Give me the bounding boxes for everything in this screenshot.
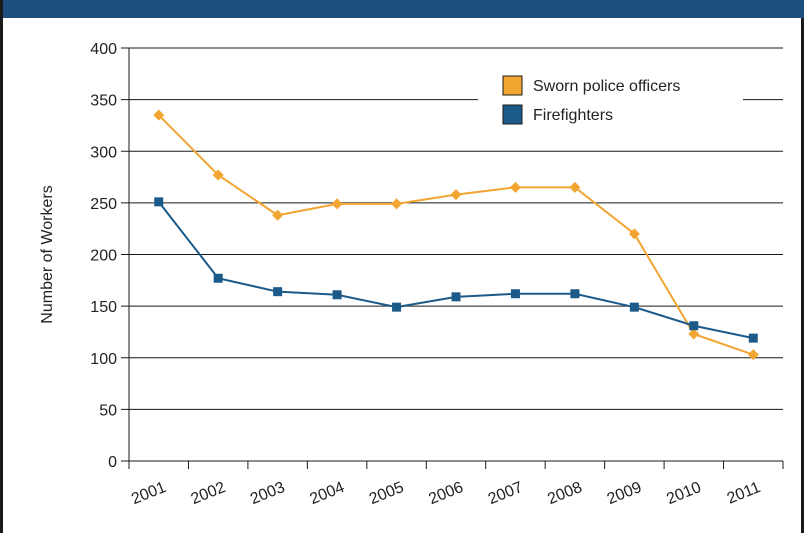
data-point xyxy=(332,290,342,300)
y-tick-label: 0 xyxy=(108,454,117,471)
data-point xyxy=(153,109,165,121)
x-tick-label: 2001 xyxy=(129,479,168,508)
data-point xyxy=(570,289,580,299)
data-point xyxy=(451,292,461,302)
y-axis-label: Number of Workers xyxy=(39,185,56,323)
series-firefighters xyxy=(154,197,758,343)
x-tick-label: 2003 xyxy=(248,479,287,508)
series-police xyxy=(153,109,759,361)
series-group xyxy=(153,109,759,361)
header-bar xyxy=(3,0,804,18)
y-tick-label: 400 xyxy=(90,41,117,58)
y-tick-label: 100 xyxy=(90,351,117,368)
data-point xyxy=(689,321,699,331)
data-point xyxy=(331,198,343,210)
y-tick-label: 200 xyxy=(90,248,117,265)
legend-label: Firefighters xyxy=(533,107,613,124)
data-point xyxy=(272,209,284,221)
data-point xyxy=(509,181,521,193)
x-tick-label: 2004 xyxy=(307,479,346,508)
x-tick-label: 2002 xyxy=(189,479,228,508)
x-tick-label: 2008 xyxy=(545,479,584,508)
x-tick-label: 2005 xyxy=(367,479,406,508)
x-tick-label: 2011 xyxy=(725,479,763,508)
y-axis-ticks: 0 50 100 150 200 250 300 350 400 xyxy=(90,41,129,471)
series-line xyxy=(157,201,754,340)
data-point xyxy=(450,189,462,201)
legend-swatch xyxy=(502,75,523,96)
x-axis-ticks: 2001 2002 2003 2004 2005 2006 2007 2008 2009 2010… xyxy=(128,461,784,508)
data-point xyxy=(392,302,402,312)
data-point xyxy=(213,273,223,283)
x-tick-label: 2006 xyxy=(426,479,465,508)
legend-swatch xyxy=(502,104,523,125)
data-point xyxy=(688,328,700,340)
gridlines xyxy=(129,47,783,410)
x-tick-label: 2009 xyxy=(605,479,644,508)
data-point xyxy=(212,169,224,181)
data-point xyxy=(569,181,581,193)
y-tick-label: 250 xyxy=(90,196,117,213)
legend-label: Sworn police officers xyxy=(533,78,680,95)
y-tick-label: 50 xyxy=(99,402,117,419)
legend: Sworn police officers Firefighters xyxy=(502,75,680,125)
x-tick-label: 2007 xyxy=(486,479,525,508)
data-point xyxy=(748,333,758,343)
data-point xyxy=(273,287,283,297)
data-point xyxy=(747,349,759,361)
data-point xyxy=(154,197,164,207)
data-point xyxy=(510,289,520,299)
x-tick-label: 2010 xyxy=(664,479,703,508)
data-point xyxy=(628,228,640,240)
data-point xyxy=(629,302,639,312)
y-tick-label: 150 xyxy=(90,299,117,316)
y-tick-label: 300 xyxy=(90,144,117,161)
data-point xyxy=(391,198,403,210)
y-tick-label: 350 xyxy=(90,93,117,110)
